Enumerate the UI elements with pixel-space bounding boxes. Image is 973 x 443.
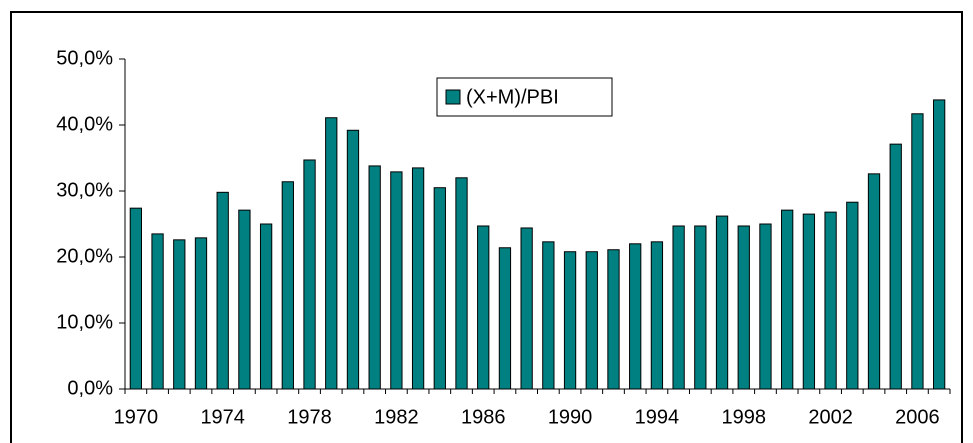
bar [216, 191, 229, 390]
bar [650, 241, 664, 390]
x-tick-label: 2002 [808, 406, 853, 428]
bar [933, 99, 946, 390]
bar [563, 251, 577, 390]
y-tick-label: 0,0% [67, 377, 113, 399]
legend-swatch [445, 89, 461, 105]
y-tick-label: 20,0% [56, 245, 113, 267]
y-tick-label: 10,0% [56, 311, 113, 333]
bar [238, 209, 251, 390]
y-tick-label: 50,0% [56, 47, 113, 69]
bar [411, 167, 425, 390]
x-tick-label: 1994 [635, 406, 680, 428]
bar [368, 165, 381, 390]
bar [542, 241, 555, 390]
bar [303, 159, 316, 390]
x-tick-label: 1998 [722, 406, 767, 428]
x-tick-label: 1970 [114, 406, 159, 428]
legend-box [436, 77, 613, 117]
bar [607, 249, 620, 390]
bar [715, 215, 729, 390]
bar [433, 187, 446, 390]
x-tick-label: 2006 [895, 406, 940, 428]
bar [694, 225, 707, 390]
bar [737, 225, 750, 390]
bar [672, 225, 685, 390]
bar [759, 223, 772, 390]
x-tick-label: 1990 [548, 406, 593, 428]
y-tick-label: 30,0% [56, 179, 113, 201]
bar [911, 113, 924, 390]
bar [802, 213, 816, 390]
x-tick-label: 1974 [200, 406, 245, 428]
bar [390, 171, 403, 390]
x-tick-label: 1986 [461, 406, 506, 428]
x-tick-label: 1978 [287, 406, 332, 428]
bar [173, 239, 186, 390]
bar [281, 181, 294, 390]
y-tick-label: 40,0% [56, 113, 113, 135]
x-tick-label: 1982 [374, 406, 419, 428]
bar [129, 207, 142, 390]
bar [585, 251, 598, 390]
bar [846, 201, 859, 390]
bar [781, 209, 794, 390]
bar [498, 247, 512, 390]
bar [477, 225, 490, 390]
bar [194, 237, 208, 390]
legend-label: (X+M)/PBI [466, 86, 559, 108]
bar [346, 129, 360, 390]
bar [520, 227, 533, 390]
bar [629, 243, 642, 390]
bar [259, 223, 273, 390]
bar [889, 143, 902, 390]
bar [455, 177, 468, 390]
bar [867, 173, 881, 390]
bar [824, 211, 837, 390]
bar [325, 117, 338, 390]
bar [151, 233, 164, 390]
